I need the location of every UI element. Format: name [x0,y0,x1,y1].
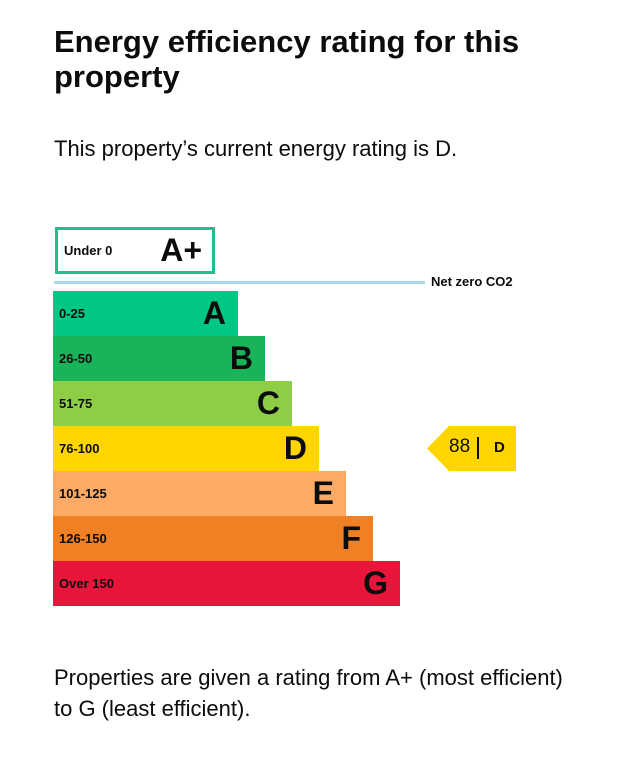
band: 0-25 A [53,291,238,336]
band-letter: E [312,475,334,511]
rating-letter: D [494,439,505,456]
band-letter: A+ [160,232,202,268]
band: 76-100 D [53,426,319,471]
band-range: 51-75 [59,396,93,411]
band: 51-75 C [53,381,292,426]
band: 26-50 B [53,336,265,381]
top-band: Under 0 A+ [55,227,215,274]
separator [477,437,479,459]
band-range: 126-150 [59,531,107,546]
band-letter: B [229,340,253,376]
band-range: 0-25 [59,306,86,321]
band-range: 101-125 [59,486,107,501]
band-letter: C [256,385,280,421]
band-range: Under 0 [64,243,113,258]
band-range: 76-100 [59,441,100,456]
pointer-shape [427,426,516,471]
band-range: 26-50 [59,351,93,366]
band-range: Over 150 [59,576,114,591]
band-letter: G [363,565,388,601]
footer-text: Properties are given a rating from A+ (m… [54,665,563,721]
band: Over 150 G [53,561,400,606]
band-letter: A [202,295,226,331]
net-zero-line [54,281,425,284]
rating-pointer [427,426,516,471]
band-letter: D [283,430,307,466]
title: Energy efficiency rating for this proper… [54,24,520,94]
net-zero-label: Net zero CO2 [431,274,513,289]
intro: This property’s current energy rating is… [54,136,458,161]
band: 101-125 E [53,471,346,516]
rating-score: 88 [449,436,471,457]
band-letter: F [341,520,361,556]
band: 126-150 F [53,516,373,561]
